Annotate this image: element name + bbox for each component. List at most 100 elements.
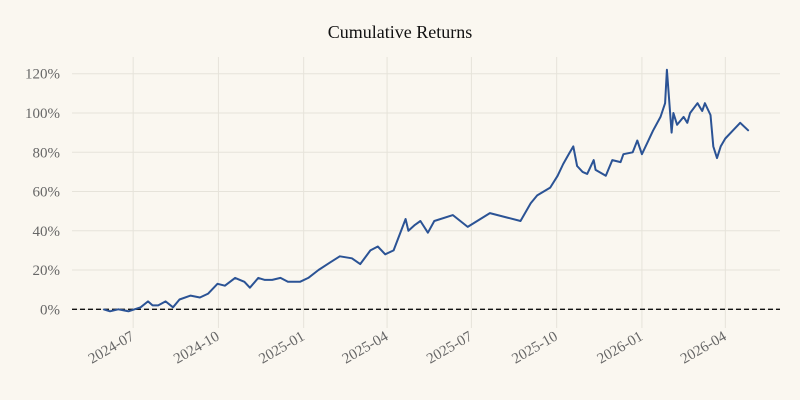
data-point <box>672 112 675 114</box>
data-point <box>299 281 301 283</box>
data-point <box>351 257 353 259</box>
data-point <box>676 124 678 126</box>
data-point <box>117 308 119 310</box>
data-point <box>641 153 643 155</box>
x-tick-label: 2026-01 <box>595 329 646 368</box>
data-point <box>257 277 259 279</box>
data-point <box>686 122 688 124</box>
data-point <box>234 277 236 279</box>
y-tick-label: 100% <box>25 106 60 122</box>
data-point <box>359 263 361 265</box>
y-tick-label: 80% <box>33 145 61 161</box>
data-point <box>224 285 226 287</box>
x-tick-label: 2024-10 <box>171 329 222 368</box>
data-point <box>568 153 570 155</box>
data-point <box>683 116 685 118</box>
data-point <box>605 175 607 177</box>
data-point <box>339 255 341 257</box>
chart-title: Cumulative Returns <box>328 22 472 42</box>
data-point <box>576 165 578 167</box>
data-point <box>369 249 371 252</box>
data-point <box>489 212 491 214</box>
data-point <box>519 220 522 222</box>
series-line-cumulative-returns <box>103 68 750 313</box>
data-point <box>709 114 712 116</box>
data-point <box>747 130 750 132</box>
data-point <box>716 157 718 159</box>
data-point <box>419 220 422 222</box>
data-point <box>670 132 673 134</box>
y-tick-label: 40% <box>33 224 61 240</box>
data-point <box>287 281 289 283</box>
data-point <box>427 232 429 234</box>
data-point <box>724 137 726 140</box>
data-point <box>620 161 622 163</box>
data-point <box>593 159 595 161</box>
y-tick-label: 0% <box>40 302 60 318</box>
data-point <box>701 110 703 112</box>
data-point <box>433 220 435 222</box>
y-tick-label: 60% <box>33 185 61 201</box>
data-point <box>178 298 181 301</box>
data-point <box>689 112 691 114</box>
data-point <box>384 253 386 255</box>
data-point <box>666 69 668 71</box>
data-point <box>536 194 538 197</box>
data-point <box>243 281 245 283</box>
data-point <box>720 145 722 147</box>
data-point <box>157 304 159 306</box>
data-point <box>329 261 332 263</box>
data-point <box>704 102 706 104</box>
data-point <box>407 230 409 232</box>
y-tick-label: 120% <box>25 67 60 83</box>
data-point <box>172 306 174 308</box>
data-point <box>264 279 266 281</box>
data-point <box>659 116 662 118</box>
x-tick-label: 2025-10 <box>509 329 560 368</box>
x-tick-label: 2024-07 <box>86 328 138 367</box>
data-point <box>190 294 192 297</box>
data-point <box>249 287 251 289</box>
data-point <box>739 122 741 124</box>
data-point <box>317 269 320 271</box>
data-point <box>611 159 613 161</box>
data-point <box>147 300 149 303</box>
data-point <box>664 102 666 104</box>
data-point <box>696 102 699 104</box>
x-tick-label: 2025-04 <box>340 328 392 367</box>
data-point <box>586 173 588 175</box>
data-point <box>109 310 111 312</box>
data-point <box>207 292 209 295</box>
data-point <box>732 130 734 132</box>
data-point <box>271 279 273 281</box>
data-point <box>712 145 714 147</box>
data-points <box>102 69 750 312</box>
data-point <box>164 300 167 303</box>
data-point <box>467 226 469 228</box>
data-point <box>646 141 649 144</box>
data-point <box>127 310 130 312</box>
data-point <box>632 151 634 153</box>
data-point <box>377 245 379 248</box>
data-point <box>636 139 638 142</box>
data-point <box>572 145 574 147</box>
x-tick-label: 2025-01 <box>256 329 307 368</box>
data-point <box>152 304 154 306</box>
data-point <box>530 202 532 204</box>
x-tick-label: 2026-04 <box>678 328 730 367</box>
data-point <box>582 171 584 173</box>
data-point <box>199 296 201 299</box>
data-point <box>216 283 219 285</box>
y-tick-label: 20% <box>33 263 61 279</box>
data-point <box>139 306 142 308</box>
data-point <box>414 224 416 226</box>
data-point <box>392 249 395 252</box>
data-point <box>102 308 105 310</box>
data-point <box>622 153 624 155</box>
data-point <box>652 130 654 132</box>
x-tick-label: 2025-07 <box>424 328 476 367</box>
data-point <box>594 169 597 171</box>
data-point <box>405 218 407 220</box>
data-point <box>279 277 282 279</box>
